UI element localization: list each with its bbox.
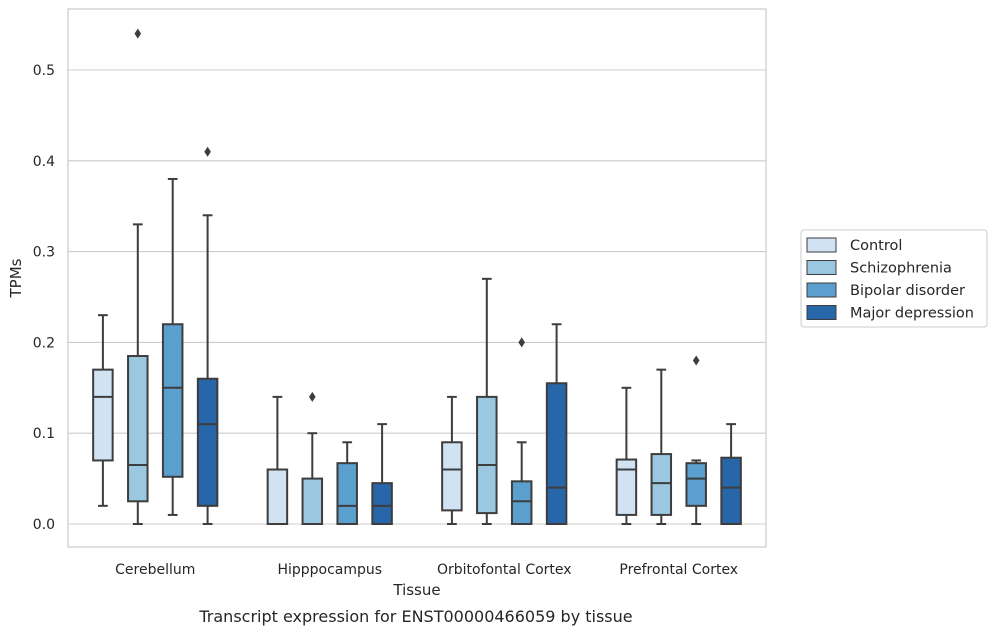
- box-iqr: [650, 453, 673, 516]
- outlier-point: [309, 391, 316, 402]
- box-2-2: [510, 337, 533, 526]
- plot-frame: [67, 8, 767, 548]
- box-0-1: [127, 28, 149, 525]
- box-iqr: [371, 482, 393, 526]
- box-0-0: [92, 314, 114, 507]
- legend-swatch: [806, 237, 837, 253]
- outlier-point: [518, 337, 525, 348]
- x-tick-label: Cerebellum: [115, 562, 195, 578]
- box-iqr: [196, 377, 219, 507]
- legend-swatch: [806, 305, 837, 320]
- box-iqr: [441, 441, 463, 512]
- box-2-0: [441, 395, 463, 525]
- y-tick-label: 0.5: [33, 63, 55, 79]
- box-1-0: [266, 395, 289, 525]
- box-3-0: [615, 386, 638, 525]
- box-3-1: [650, 368, 673, 525]
- box-iqr: [301, 477, 324, 526]
- box-groups: [92, 28, 742, 526]
- legend-label: Control: [850, 238, 902, 254]
- box-0-3: [196, 146, 219, 525]
- plot-background: [68, 9, 766, 547]
- legend-frame: [800, 229, 988, 328]
- legend-swatch: [806, 282, 837, 298]
- figure-caption: Transcript expression for ENST0000046605…: [198, 607, 632, 626]
- y-tick-label: 0.1: [33, 426, 55, 442]
- x-tick-label: Orbitofontal Cortex: [437, 562, 572, 578]
- box-3-2: [685, 355, 707, 525]
- box-3-3: [720, 423, 742, 525]
- box-2-1: [476, 277, 498, 525]
- box-2-3: [545, 323, 568, 526]
- x-axis-label: Tissue: [392, 581, 440, 599]
- box-iqr: [266, 468, 289, 525]
- legend-label: Bipolar disorder: [850, 283, 965, 299]
- box-iqr: [510, 480, 533, 526]
- box-iqr: [161, 323, 184, 478]
- outlier-point: [204, 146, 211, 157]
- x-tick-labels: Cerebellum Hipppocampus Orbitofontal Corte…: [115, 562, 738, 578]
- outlier-point: [692, 355, 700, 366]
- box-iqr: [92, 368, 114, 462]
- legend-label: Major depression: [850, 306, 974, 322]
- box-iqr: [476, 395, 498, 515]
- box-iqr: [336, 462, 358, 525]
- box-iqr: [545, 382, 568, 526]
- legend-swatch: [806, 260, 837, 275]
- legend-label: Schizophrenia: [850, 261, 952, 277]
- gridlines: [68, 69, 766, 525]
- y-tick-labels: 0.0 0.1 0.2 0.3 0.4 0.5: [33, 63, 55, 533]
- box-1-2: [336, 441, 358, 525]
- box-1-3: [371, 423, 393, 526]
- legend: Control Schizophrenia Bipolar disorder Majo…: [800, 229, 988, 328]
- x-tick-label: Prefrontal Cortex: [619, 562, 738, 578]
- y-tick-label: 0.4: [33, 154, 55, 170]
- y-tick-label: 0.3: [33, 245, 55, 261]
- box-0-2: [161, 177, 184, 516]
- y-tick-label: 0.0: [33, 517, 55, 533]
- box-iqr: [685, 462, 707, 507]
- y-axis-label: TPMs: [7, 258, 25, 298]
- box-iqr: [615, 458, 638, 516]
- y-tick-label: 0.2: [33, 335, 55, 351]
- box-1-1: [301, 391, 324, 526]
- box-iqr: [720, 456, 742, 525]
- outlier-point: [134, 28, 142, 39]
- x-tick-label: Hipppocampus: [277, 562, 382, 578]
- box-iqr: [127, 355, 149, 503]
